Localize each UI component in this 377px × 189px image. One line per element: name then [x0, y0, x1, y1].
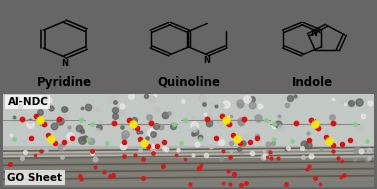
Bar [3, 158, 374, 187]
Bar [3, 146, 374, 160]
Polygon shape [3, 161, 374, 166]
Polygon shape [3, 164, 374, 170]
Polygon shape [3, 154, 374, 159]
Polygon shape [3, 171, 374, 177]
Text: Indole: Indole [291, 76, 333, 89]
Polygon shape [3, 178, 374, 184]
Polygon shape [3, 147, 374, 152]
Bar [3, 94, 374, 148]
Text: N: N [204, 56, 211, 65]
Polygon shape [3, 150, 374, 156]
Text: N: N [310, 29, 317, 38]
Polygon shape [3, 157, 374, 163]
Text: Pyridine: Pyridine [37, 76, 92, 89]
Text: Al-NDC: Al-NDC [8, 97, 48, 107]
Text: N: N [61, 59, 68, 68]
Text: Quinoline: Quinoline [157, 76, 220, 89]
Text: GO Sheet: GO Sheet [8, 173, 63, 183]
Polygon shape [3, 168, 374, 173]
Polygon shape [3, 175, 374, 180]
